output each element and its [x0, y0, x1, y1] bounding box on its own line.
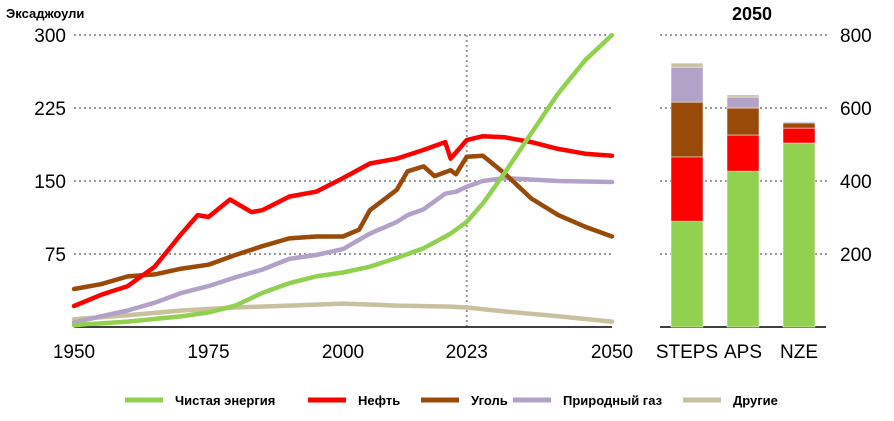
- bar-segment-steps-4: [670, 66, 704, 103]
- bar-segment-steps-5: [670, 62, 704, 68]
- bar-y-tick-label: 400: [840, 172, 872, 193]
- bar-y-tick-label: 600: [840, 99, 872, 120]
- series-line-4: [71, 175, 615, 325]
- series-line-5: [71, 301, 615, 324]
- series-line-1: [71, 32, 615, 328]
- bar-segment-steps-3: [670, 101, 704, 158]
- y-tick-label: 225: [34, 99, 66, 120]
- bar-chart-title: 2050: [732, 4, 772, 24]
- legend-label: Нефть: [358, 393, 400, 408]
- bar-segment-aps-1: [726, 170, 760, 328]
- bar-segment-nze-2: [782, 127, 816, 144]
- y-axis-label: Эксаджоули: [6, 6, 84, 21]
- bar-segment-aps-4: [726, 96, 760, 109]
- y-tick-label: 75: [45, 245, 66, 266]
- legend-label: Природный газ: [563, 393, 663, 408]
- bar-segment-aps-5: [726, 94, 760, 98]
- bar-category-label: APS: [724, 342, 762, 363]
- x-tick-label: 2050: [591, 342, 633, 363]
- y-tick-label: 300: [34, 26, 66, 47]
- x-tick-label: 1950: [53, 342, 95, 363]
- bar-category-label: STEPS: [656, 342, 718, 363]
- bar-y-tick-label: 800: [840, 26, 872, 47]
- legend-label: Уголь: [471, 393, 508, 408]
- x-tick-label: 2000: [322, 342, 364, 363]
- bar-segment-nze-1: [782, 142, 816, 328]
- x-tick-label: 1975: [187, 342, 229, 363]
- bar-segment-nze-5: [782, 120, 816, 123]
- x-tick-label: 2023: [446, 342, 488, 363]
- bar-category-label: NZE: [780, 342, 818, 363]
- bar-segment-steps-2: [670, 156, 704, 222]
- legend-label: Другие: [733, 393, 778, 408]
- bar-segment-steps-1: [670, 220, 704, 328]
- series-line-3: [71, 153, 615, 292]
- y-tick-label: 150: [34, 172, 66, 193]
- legend-label: Чистая энергия: [175, 393, 275, 408]
- bar-y-tick-label: 200: [840, 245, 872, 266]
- series-line-2: [71, 133, 615, 309]
- bar-segment-nze-3: [782, 122, 816, 129]
- bar-segment-aps-2: [726, 134, 760, 172]
- bar-segment-aps-3: [726, 107, 760, 136]
